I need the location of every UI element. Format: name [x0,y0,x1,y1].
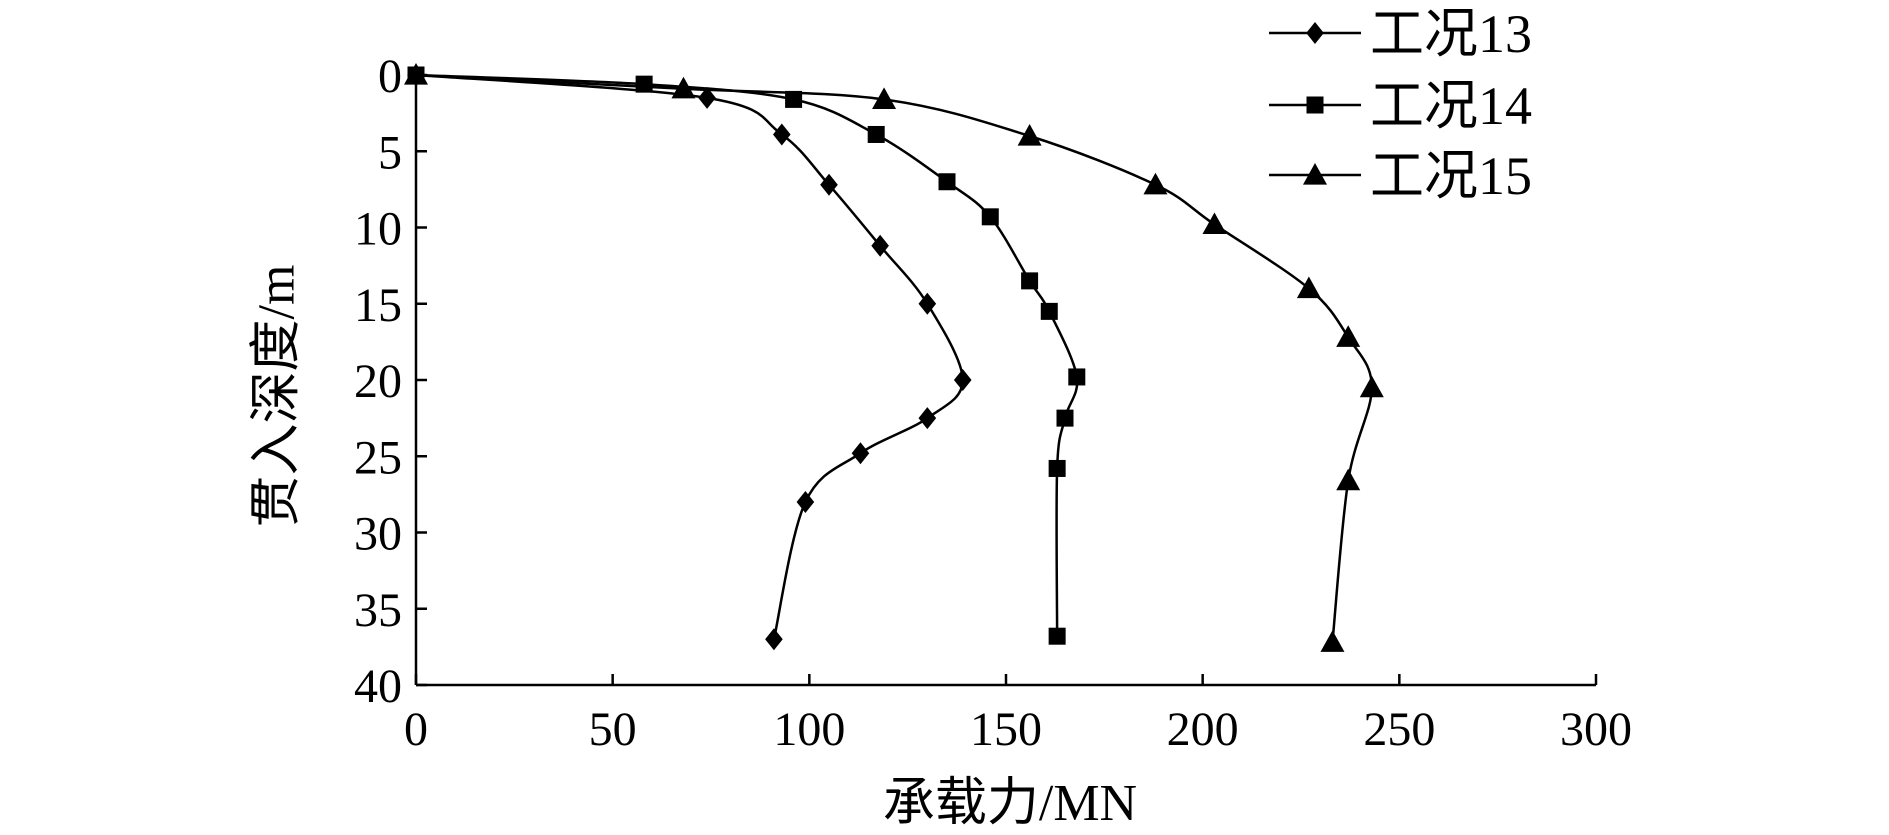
y-tick-label: 15 [354,279,402,332]
y-tick-label: 35 [354,584,402,637]
series-2-point [1048,459,1066,477]
x-tick-label: 300 [1560,703,1632,756]
x-axis-title: 承载力/MN [883,775,1137,832]
series-1-point [918,292,937,315]
series-2-point [785,90,803,108]
series-3-point [1017,124,1042,146]
x-tick-label: 250 [1363,703,1435,756]
x-tick-label: 200 [1167,703,1239,756]
series-2-point [867,125,885,143]
series-2-point [1048,627,1066,645]
series-3-point [404,63,428,85]
x-tick-label: 100 [773,703,845,756]
series-2-point [938,173,956,191]
legend-entry: 工况13 [1269,4,1532,64]
series-1-point [773,123,791,146]
y-tick-label: 10 [354,203,402,256]
series-1-point [871,234,889,257]
series-layer [404,63,1384,652]
series-2-point [981,208,999,226]
series-3-point [1202,212,1227,235]
x-tick-label: 0 [404,703,428,756]
legend-label: 工况13 [1370,4,1532,64]
x-tick-label: 150 [970,703,1042,756]
legend-entry: 工况14 [1269,76,1532,136]
legend: 工况13 工况14 工况15 [1269,4,1532,206]
series-2-point [1021,272,1039,290]
series-3-point [671,76,696,99]
legend-marker [1306,96,1324,114]
legend-marker [1303,163,1327,185]
series-1-point [698,86,716,109]
series-2 [407,66,1086,645]
series-3-point [1320,630,1345,652]
series-1-point [918,407,937,430]
y-tick-label: 30 [354,508,402,561]
series-1-point [765,628,783,651]
y-axis-title: 贯入深度/m [249,265,306,528]
series-3-point [1336,468,1361,491]
y-tick-label: 40 [354,660,402,713]
series-1-point [820,173,838,196]
series-3-point [1336,325,1361,347]
legend-marker [1306,22,1324,44]
series-3-line [415,73,1374,643]
legend-label: 工况15 [1370,146,1532,206]
series-2-line [415,73,1079,637]
series-2-point [635,75,653,93]
y-tick-label: 5 [378,126,402,179]
series-1-point [796,491,815,513]
x-tick-label: 50 [589,703,637,756]
series-3-point [1359,375,1384,398]
series-2-point [1056,409,1074,427]
y-tick-label: 25 [354,431,402,484]
series-1-point [953,369,972,391]
series-2-point [1068,368,1086,386]
series-1 [407,64,972,651]
series-1-line [415,73,964,640]
legend-entry: 工况15 [1269,146,1532,206]
axes: 0 50 100 150 200 250 300 0 5 10 15 20 25 30 35 40 [354,50,1632,756]
series-2-point [1040,302,1058,320]
y-tick-label: 20 [354,355,402,408]
legend-label: 工况14 [1370,76,1532,136]
y-tick-label: 0 [378,50,402,103]
series-3-point [872,87,897,109]
series-3 [404,63,1384,652]
series-3-point [1296,276,1321,299]
series-3-point [1143,172,1168,195]
series-1-point [851,442,870,465]
